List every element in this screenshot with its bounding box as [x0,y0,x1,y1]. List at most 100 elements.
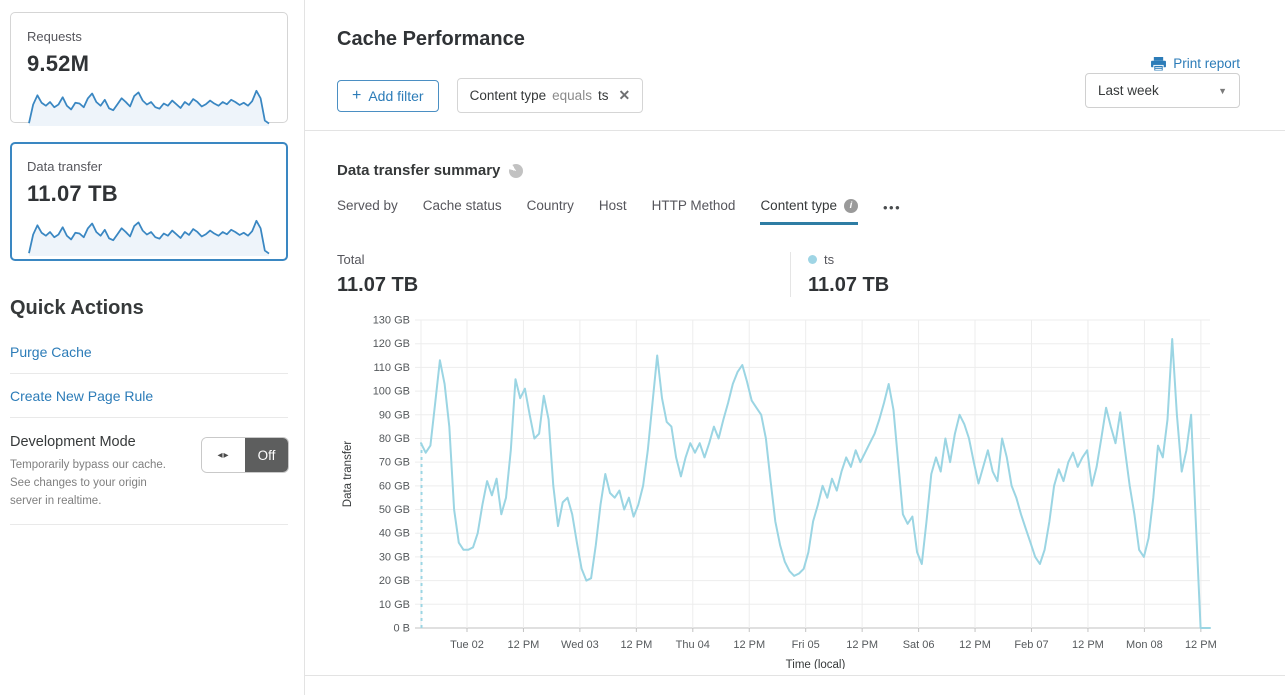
create-page-rule-link[interactable]: Create New Page Rule [10,374,288,418]
series-stat: ts 11.07 TB [790,252,889,297]
y-tick-label: 60 GB [379,480,410,492]
x-tick-label: Thu 04 [676,639,710,651]
summary-title: Data transfer summary [337,162,501,179]
time-range-value: Last week [1098,83,1159,98]
summary-header: Data transfer summary [337,162,1240,179]
tab-label: Content type [760,198,837,213]
more-tabs-button[interactable]: ••• [883,200,902,215]
legend-label: ts [824,252,835,267]
y-tick-label: 120 GB [373,338,410,350]
tab-label: Host [598,198,627,213]
y-tick-label: 40 GB [379,528,410,540]
x-tick-label: 12 PM [620,639,652,651]
tab-content-type[interactable]: Content type i [760,198,858,225]
requests-card-label: Requests [27,29,82,44]
tab-label: Cache status [422,198,502,213]
y-tick-label: 130 GB [373,315,410,327]
chevron-down-icon: ▼ [1218,85,1227,96]
x-tick-label: Tue 02 [450,639,484,651]
total-stat: Total 11.07 TB [337,252,790,297]
series-line-ts [420,338,1211,629]
chart-container: 0 B 10 GB 20 GB 30 GB 40 GB 50 GB 60 GB 70 GB 80… [337,313,1240,670]
data-transfer-card-label: Data transfer [27,159,103,174]
x-tick-label: Wed 03 [561,639,599,651]
data-transfer-card-value: 11.07 TB [27,181,118,206]
x-tick-label: 12 PM [508,639,540,651]
data-transfer-line-chart[interactable]: 0 B 10 GB 20 GB 30 GB 40 GB 50 GB 60 GB 70 GB 80… [337,313,1217,670]
tab-label: Served by [337,198,398,213]
printer-icon [1151,56,1167,71]
filter-chip-value: ts [597,88,609,103]
tab-served-by[interactable]: Served by [337,198,398,222]
x-tick-label: Fri 05 [792,639,820,651]
x-tick-label: Mon 08 [1126,639,1163,651]
x-tick-label: 12 PM [959,639,991,651]
sidebar: Requests 9.52M Data transfer 11.07 TB Qu… [0,0,305,695]
quick-actions-panel: Quick Actions Purge Cache Create New Pag… [10,297,288,526]
requests-card[interactable]: Requests 9.52M [10,12,288,127]
requests-sparkline-chart [28,89,270,127]
series-legend[interactable]: ts [808,252,889,267]
filter-row: + Add filter Content type equals ts ✕ [337,78,1240,113]
toggle-off-label: Off [245,438,288,472]
tab-host[interactable]: Host [599,198,627,222]
tab-cache-status[interactable]: Cache status [423,198,502,222]
add-filter-label: Add filter [368,87,424,104]
add-filter-button[interactable]: + Add filter [337,79,439,112]
filter-chip[interactable]: Content type equals ts ✕ [456,78,644,113]
y-tick-label: 90 GB [379,409,410,421]
y-tick-label: 0 B [393,623,410,635]
y-tick-label: 110 GB [374,362,411,374]
y-tick-label: 70 GB [379,457,410,469]
x-tick-label: 12 PM [1072,639,1104,651]
tab-label: HTTP Method [651,198,736,213]
x-tick-label: 12 PM [846,639,878,651]
sparkline-area [28,90,270,127]
page-title: Cache Performance [337,28,525,50]
sparkline-line [28,219,270,255]
y-tick-label: 50 GB [379,504,410,516]
time-range-select[interactable]: Last week ▼ [1085,73,1240,108]
close-icon[interactable]: ✕ [618,87,631,103]
tab-label: Country [526,198,574,213]
y-tick-label: 10 GB [379,599,410,611]
requests-card-value: 9.52M [27,51,90,76]
purge-cache-link[interactable]: Purge Cache [10,330,288,374]
info-icon[interactable]: i [844,198,858,213]
header-divider [305,130,1285,131]
print-report-button[interactable]: Print report [1151,56,1240,71]
plus-icon: + [352,86,362,104]
chart-bottom-divider [305,675,1285,676]
sparkline-area [28,220,270,257]
tab-http-method[interactable]: HTTP Method [652,198,736,222]
total-value: 11.07 TB [337,274,419,296]
summary-stats: Total 11.07 TB ts 11.07 TB [337,252,1240,297]
print-report-label: Print report [1173,56,1240,71]
legend-dot [808,255,817,264]
development-mode-title: Development Mode [10,434,136,450]
development-mode-row: Development Mode Temporarily bypass our … [10,418,288,526]
total-label: Total [337,252,365,267]
y-axis-title: Data transfer [342,441,354,508]
filter-chip-operator: equals [552,88,592,103]
filter-chip-field: Content type [469,88,547,103]
development-mode-description: Temporarily bypass our cache. See change… [10,459,166,507]
development-mode-toggle[interactable]: ◂▸ Off [202,438,288,472]
y-tick-label: 20 GB [379,575,410,587]
x-axis-title: Time (local) [786,659,846,669]
data-transfer-sparkline-chart [28,219,270,257]
tab-country[interactable]: Country [527,198,574,222]
sparkline-line [28,89,270,125]
y-tick-label: 100 GB [373,386,410,398]
data-freshness-icon [509,163,524,178]
toggle-arrows-icon: ◂▸ [202,438,245,472]
summary-tabs: Served by Cache status Country Host HTTP Met… [337,198,1240,225]
series-value: 11.07 TB [808,274,890,296]
y-tick-label: 80 GB [379,433,410,445]
x-tick-label: Sat 06 [903,639,935,651]
y-tick-label: 30 GB [379,551,410,563]
x-tick-label: Feb 07 [1014,639,1048,651]
data-transfer-card[interactable]: Data transfer 11.07 TB [10,142,288,261]
quick-actions-title: Quick Actions [10,297,144,319]
